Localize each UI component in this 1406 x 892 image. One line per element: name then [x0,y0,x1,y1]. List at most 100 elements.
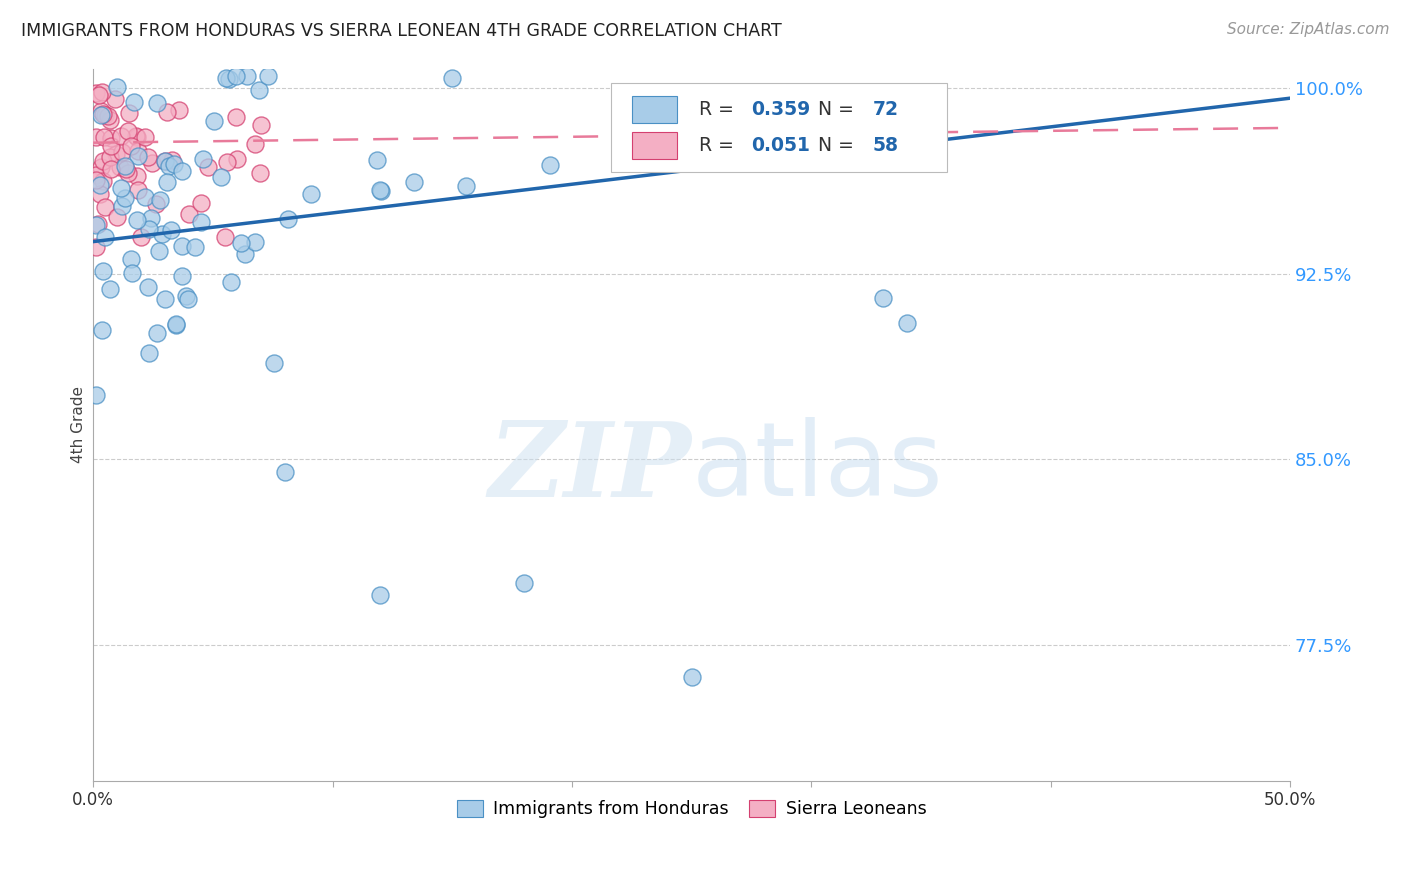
Point [167,103,190,118]
Point [104,92,127,106]
Point [156,104,179,119]
Text: atlas: atlas [692,417,943,518]
Point [84,388,107,402]
Point [141,156,163,170]
Point [127,212,149,227]
Point [190,215,212,229]
Point [138,222,160,236]
Point [91,323,114,337]
Text: N =: N = [818,136,860,155]
Point [538,158,561,172]
Point [163,157,186,171]
Point [94,230,117,244]
Point [122,95,145,109]
Point [273,465,295,479]
Point [247,82,270,96]
Point [214,70,236,85]
Point [89,88,111,103]
Point [84,173,107,187]
Point [170,239,193,253]
Point [125,169,148,183]
Point [89,187,111,202]
Point [214,229,236,244]
Point [191,152,214,166]
Bar [631,96,678,123]
Point [127,148,149,162]
FancyBboxPatch shape [612,83,946,172]
Point [165,318,187,332]
Point [172,269,194,284]
Point [148,244,170,258]
Point [209,169,232,184]
Point [134,130,156,145]
Point [96,109,118,123]
Point [370,588,392,602]
Point [243,235,266,250]
Point [115,161,138,176]
Point [153,154,176,169]
Point [98,150,121,164]
Point [177,292,200,306]
Point [160,222,183,236]
Point [190,195,212,210]
Point [111,199,134,213]
Point [90,108,112,122]
Point [98,282,121,296]
Point [370,184,392,198]
Point [263,356,285,370]
Point [170,164,193,178]
Point [89,178,111,192]
Point [454,179,477,194]
Point [257,69,280,83]
Point [219,275,242,289]
Point [134,190,156,204]
Point [105,80,128,95]
Point [145,197,167,211]
Point [202,114,225,128]
Point [138,150,160,164]
Point [277,212,299,227]
Point [91,107,114,121]
Text: N =: N = [818,100,860,120]
Point [165,317,187,331]
Point [94,200,117,214]
Y-axis label: 4th Grade: 4th Grade [72,386,86,463]
Point [114,159,136,173]
Point [138,346,160,360]
Point [93,129,115,144]
Point [217,155,239,169]
Point [153,153,176,168]
Point [121,266,143,280]
Point [184,240,207,254]
Point [84,86,107,100]
Point [225,110,247,124]
Point [368,183,391,197]
Point [250,118,273,132]
Point [117,123,139,137]
Point [84,168,107,182]
Point [155,292,177,306]
Point [149,193,172,207]
Point [872,292,894,306]
Text: IMMIGRANTS FROM HONDURAS VS SIERRA LEONEAN 4TH GRADE CORRELATION CHART: IMMIGRANTS FROM HONDURAS VS SIERRA LEONE… [21,22,782,40]
Point [226,152,249,166]
Point [146,326,169,340]
Point [681,670,703,684]
Point [110,161,132,175]
Point [233,247,256,261]
Text: 0.359: 0.359 [751,100,811,120]
Point [87,217,110,231]
Point [229,236,252,251]
Text: R =: R = [699,100,740,120]
Point [117,166,139,180]
Point [120,252,142,266]
Point [513,575,536,590]
Text: Source: ZipAtlas.com: Source: ZipAtlas.com [1226,22,1389,37]
Point [84,218,107,232]
Point [146,95,169,110]
Text: ZIP: ZIP [489,417,692,518]
Point [157,159,180,173]
Point [127,144,149,158]
Point [243,137,266,152]
Text: 58: 58 [872,136,898,155]
